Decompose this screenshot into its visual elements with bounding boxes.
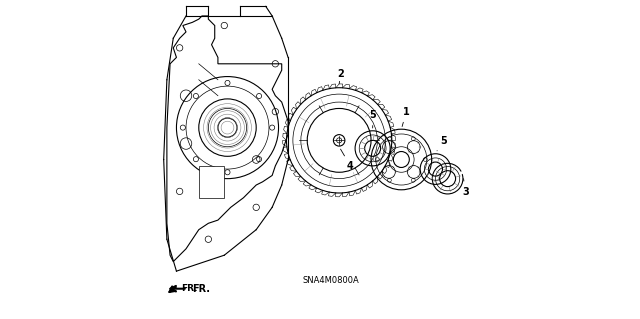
Text: 4: 4 (340, 149, 354, 171)
Text: 3: 3 (462, 179, 468, 197)
Text: 2: 2 (337, 69, 344, 84)
Text: FR.: FR. (181, 284, 198, 293)
Bar (199, 166, 224, 198)
Text: 1: 1 (402, 107, 410, 127)
Text: 5: 5 (369, 110, 376, 128)
Text: 5: 5 (437, 136, 447, 151)
Text: SNA4M0800A: SNA4M0800A (303, 276, 360, 285)
Text: FR.: FR. (193, 284, 211, 294)
